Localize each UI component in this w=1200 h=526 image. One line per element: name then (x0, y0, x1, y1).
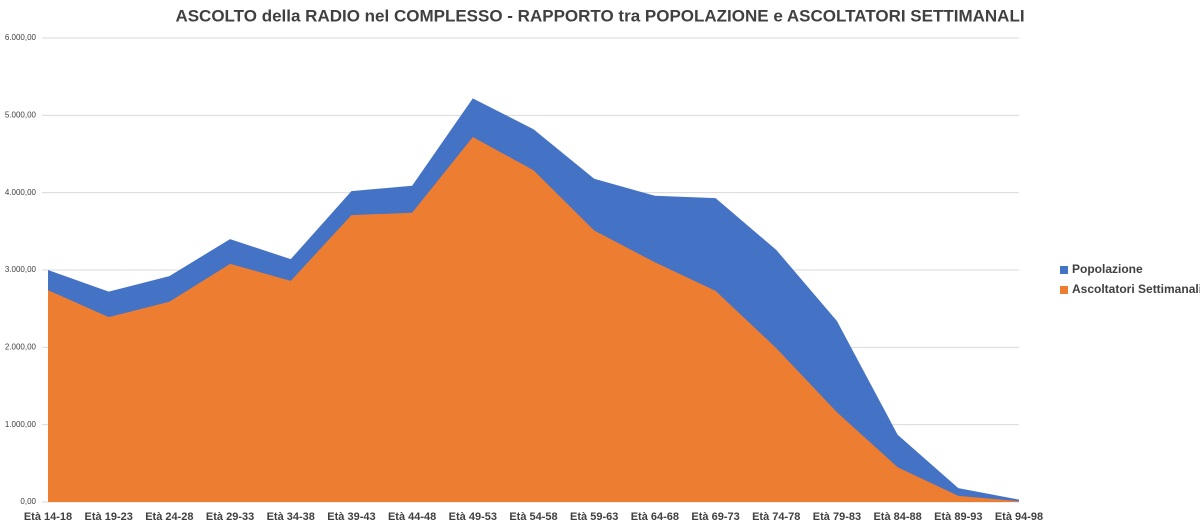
x-tick-label: Età 49-53 (449, 511, 497, 523)
x-tick-label: Età 59-63 (570, 511, 618, 523)
legend-swatch (1060, 286, 1068, 294)
x-tick-label: Età 24-28 (145, 511, 193, 523)
x-tick-label: Età 89-93 (934, 511, 982, 523)
x-tick-label: Età 39-43 (327, 511, 375, 523)
x-tick-label: Età 54-58 (509, 511, 557, 523)
x-tick-label: Età 19-23 (85, 511, 133, 523)
x-tick-label: Età 29-33 (206, 511, 254, 523)
x-tick-label: Età 74-78 (752, 511, 800, 523)
y-tick-label: 1.000,00 (5, 420, 37, 429)
y-tick-label: 0,00 (20, 497, 36, 506)
y-tick-label: 2.000,00 (5, 342, 37, 351)
x-tick-label: Età 44-48 (388, 511, 436, 523)
y-tick-label: 3.000,00 (5, 265, 37, 274)
chart-title: ASCOLTO della RADIO nel COMPLESSO - RAPP… (175, 6, 1024, 25)
legend-swatch (1060, 266, 1068, 274)
x-tick-label: Età 14-18 (24, 511, 72, 523)
y-tick-label: 6.000,00 (5, 33, 37, 42)
legend-label: Ascoltatori Settimanali (1072, 282, 1200, 296)
y-tick-label: 5.000,00 (5, 110, 37, 119)
area (48, 136, 1019, 502)
x-tick-label: Età 94-98 (995, 511, 1043, 523)
x-tick-label: Età 69-73 (691, 511, 739, 523)
x-tick-label: Età 79-83 (813, 511, 861, 523)
x-tick-label: Età 84-88 (873, 511, 921, 523)
y-tick-label: 4.000,00 (5, 188, 37, 197)
x-tick-label: Età 64-68 (631, 511, 679, 523)
x-tick-label: Età 34-38 (267, 511, 315, 523)
legend-label: Popolazione (1072, 262, 1143, 276)
